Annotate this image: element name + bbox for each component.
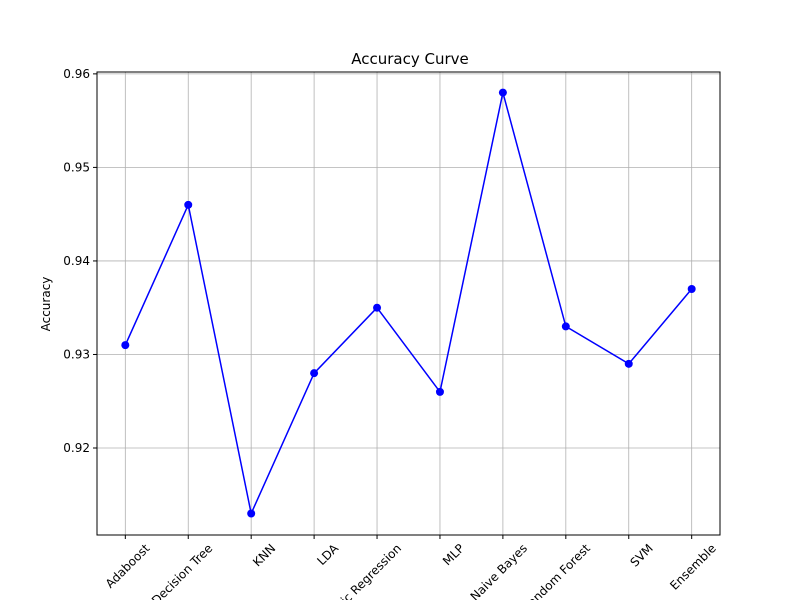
x-tick-label: LDA: [314, 541, 341, 568]
data-point: [498, 88, 507, 97]
y-tick-label: 0.94: [63, 254, 90, 268]
data-point: [247, 509, 256, 518]
data-point: [184, 200, 193, 209]
y-tick-label: 0.93: [63, 347, 90, 361]
chart-title: Accuracy Curve: [351, 50, 469, 68]
data-point: [435, 387, 444, 396]
x-tick-label: Ensemble: [667, 541, 719, 593]
x-tick-label: KNN: [250, 541, 278, 569]
x-tick-label: MLP: [440, 541, 467, 568]
data-point: [121, 341, 130, 350]
x-tick-label: Adaboost: [103, 541, 153, 591]
data-point: [373, 303, 382, 312]
plot-frame: [96, 71, 721, 536]
data-point: [624, 359, 633, 368]
y-tick-label: 0.95: [63, 160, 90, 174]
data-point: [687, 285, 696, 294]
y-tick-label: 0.96: [63, 67, 90, 81]
y-axis-label: Accuracy: [39, 277, 53, 332]
data-line: [124, 92, 693, 516]
x-tick-label: SVM: [627, 541, 655, 569]
data-point: [561, 322, 570, 331]
x-tick-label: Decision Tree: [149, 541, 215, 600]
data-point: [310, 369, 319, 378]
x-tick-label: Naive Bayes: [468, 541, 530, 600]
y-tick-label: 0.92: [63, 441, 90, 455]
x-tick-label: Random Forest: [519, 541, 593, 600]
